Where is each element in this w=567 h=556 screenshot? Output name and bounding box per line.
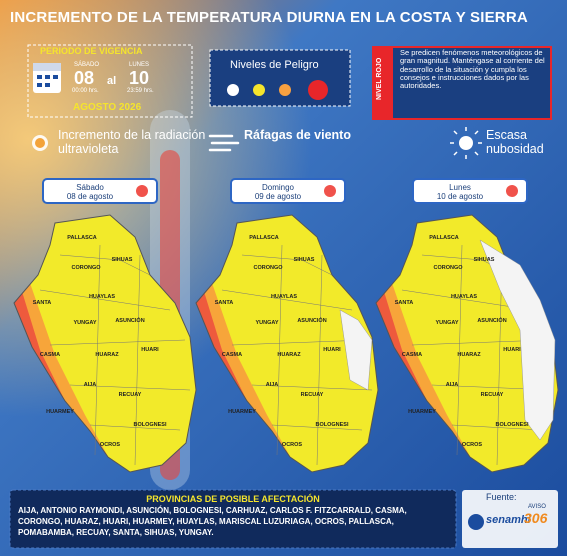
province-label: OCROS [461, 442, 483, 448]
province-label: HUARMEY [46, 409, 74, 415]
province-label: RECUAY [118, 392, 142, 398]
level-dot [506, 185, 518, 197]
province-label: HUAYLAS [450, 294, 478, 300]
start-time: 00:00 hrs. [72, 88, 99, 94]
date: 09 de agosto [254, 192, 302, 201]
province-label: PALLASCA [429, 235, 459, 241]
province-label: HUARAZ [95, 352, 119, 358]
province-label: AIJA [83, 382, 97, 388]
level-dot [324, 185, 336, 197]
province-label: HUARI [323, 347, 341, 353]
province-label: BOLOGNESI [315, 422, 349, 428]
province-label: RECUAY [300, 392, 324, 398]
province-label: CORONGO [71, 265, 101, 271]
province-label: SIHUAS [473, 257, 495, 263]
province-label: CASMA [39, 352, 61, 358]
hazard: Ráfagas de viento [244, 128, 351, 142]
province-label: CASMA [401, 352, 423, 358]
province-label: SANTA [214, 300, 234, 306]
province-label: YUNGAY [255, 320, 279, 326]
notice-label: AVISO [528, 504, 546, 510]
province-label: YUNGAY [73, 320, 97, 326]
province-label: ASUNCIÓN [477, 318, 507, 324]
end-time: 23:59 hrs. [127, 88, 154, 94]
province-label: PALLASCA [67, 235, 97, 241]
start-date: 08 [74, 68, 95, 88]
province-label: HUARI [141, 347, 159, 353]
end-day: LUNES [129, 62, 150, 68]
connector: al [107, 75, 117, 87]
affected-list: AIJA, ANTONIO RAYMONDI, ASUNCIÓN, BOLOGN… [18, 506, 407, 537]
province-label: AIJA [265, 382, 279, 388]
hazard: Escasa nubosidad [486, 128, 544, 156]
notice-number: 306 [524, 510, 548, 526]
day: Lunes [449, 183, 471, 192]
day-badge: Domingo 09 de agosto [230, 178, 346, 204]
province-label: OCROS [281, 442, 303, 448]
start-day: SÁBADO [74, 62, 100, 68]
province-label: HUARI [503, 347, 521, 353]
level-dot [136, 185, 148, 197]
province-label: HUARMEY [228, 409, 256, 415]
province-label: CASMA [221, 352, 243, 358]
source-label: Fuente: [486, 492, 517, 502]
province-label: HUAYLAS [88, 294, 116, 300]
province-label: HUARAZ [457, 352, 481, 358]
province-label: CORONGO [433, 265, 463, 271]
validity-label: PERIODO DE VIGENCIA [40, 46, 143, 56]
date: 10 de agosto [436, 192, 484, 201]
hazard: Incremento de la radiación ultravioleta [58, 128, 206, 156]
province-label: HUAYLAS [270, 294, 298, 300]
day: Domingo [261, 183, 294, 192]
province-label: SIHUAS [111, 257, 133, 263]
province-label: OCROS [99, 442, 121, 448]
province-label: ASUNCIÓN [115, 318, 145, 324]
province-label: RECUAY [480, 392, 504, 398]
province-label: PALLASCA [249, 235, 279, 241]
province-label: BOLOGNESI [133, 422, 167, 428]
province-label: ASUNCIÓN [297, 318, 327, 324]
affected-title: PROVINCIAS DE POSIBLE AFECTACIÓN [146, 494, 320, 504]
province-label: SANTA [394, 300, 414, 306]
source-org: senamhi [486, 514, 531, 526]
province-label: HUARAZ [277, 352, 301, 358]
end-date: 10 [129, 68, 150, 88]
province-label: SANTA [32, 300, 52, 306]
danger-title: Niveles de Peligro [230, 59, 319, 71]
alert-level: NIVEL ROJO [376, 57, 383, 100]
province-label: SIHUAS [293, 257, 315, 263]
day-badge: Lunes 10 de agosto [412, 178, 528, 204]
province-label: CORONGO [253, 265, 283, 271]
date: 08 de agosto [66, 192, 114, 201]
province-label: YUNGAY [435, 320, 459, 326]
province-label: AIJA [445, 382, 459, 388]
day: Sábado [76, 183, 104, 192]
alert-message: Se predicen fenómenos meteorológicos de … [400, 48, 545, 90]
province-label: HUARMEY [408, 409, 436, 415]
province-label: BOLOGNESI [495, 422, 529, 428]
day-badge: Sábado 08 de agosto [42, 178, 158, 204]
validity-month: AGOSTO 2026 [73, 102, 142, 113]
title: INCREMENTO DE LA TEMPERATURA DIURNA EN L… [10, 9, 528, 26]
